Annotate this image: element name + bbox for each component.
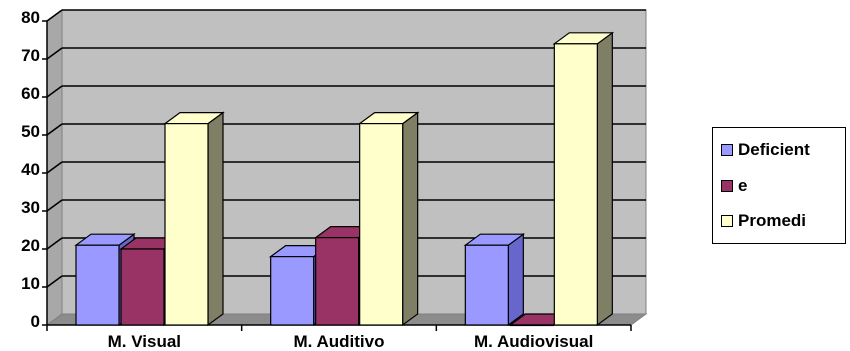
y-tick-label: 10: [21, 274, 40, 293]
bar-front: [75, 244, 120, 326]
gridline-side: [46, 9, 63, 22]
legend-item-2: Promedi: [721, 210, 806, 232]
bar-front: [164, 122, 209, 326]
gridline-side: [46, 199, 63, 212]
bar-front: [120, 248, 165, 326]
y-tick-label: 70: [21, 46, 40, 65]
bar-front: [464, 244, 509, 326]
y-tick-label: 50: [21, 122, 40, 141]
legend-label-0: Deficient: [738, 140, 810, 159]
y-tick-label: 0: [31, 312, 40, 331]
legend-swatch-2: [721, 215, 733, 227]
bar-0-2: [163, 111, 225, 327]
bar-front: [553, 43, 598, 326]
legend-label-2: Promedi: [738, 211, 807, 230]
gridline-side: [46, 237, 63, 250]
legend-item-1: e: [721, 175, 747, 197]
gridline-side: [46, 47, 63, 60]
bar-front: [270, 256, 315, 326]
y-tick-label: 80: [21, 8, 40, 27]
y-tick-label: 60: [21, 84, 40, 103]
y-tick-label: 20: [21, 236, 40, 255]
bar-front: [359, 122, 404, 326]
gridline-side: [46, 85, 63, 98]
bar-1-2: [357, 111, 420, 327]
bar-2-0: [463, 233, 526, 327]
legend-swatch-1: [721, 180, 733, 192]
x-tick-label: M. Auditivo: [294, 332, 385, 351]
x-axis-ticks: M. Visual M. Auditivo M. Audiovisual: [46, 325, 632, 351]
bar-side: [507, 233, 524, 327]
bar-side: [596, 31, 613, 327]
bar-front: [509, 324, 554, 327]
legend-label-1: e: [738, 176, 748, 195]
x-tick-label: M. Audiovisual: [474, 332, 593, 351]
bar-front: [315, 237, 360, 326]
gridline-side: [46, 123, 63, 136]
legend-item-0: Deficient: [721, 139, 810, 161]
bar-side: [207, 111, 224, 327]
gridline-side: [46, 275, 63, 288]
y-tick-label: 40: [21, 160, 40, 179]
bar-side: [402, 111, 419, 327]
legend-swatch-0: [721, 144, 733, 156]
chart-legend: Deficient e Promedi: [712, 127, 846, 244]
y-axis-ticks: 0 10 20 30 40 50 60 70 80: [21, 8, 47, 331]
bar-2-2: [552, 31, 615, 327]
y-tick-label: 30: [21, 198, 40, 217]
chart-bars: [74, 31, 615, 327]
gridline-side: [46, 161, 63, 174]
x-tick-label: M. Visual: [108, 332, 181, 351]
